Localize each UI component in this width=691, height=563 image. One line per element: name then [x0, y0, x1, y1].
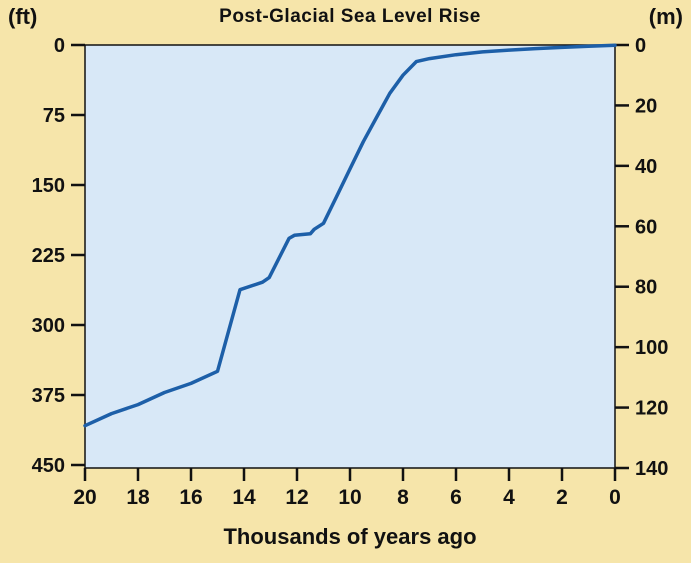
x-tick-label: 12 — [285, 486, 308, 509]
y-right-tick-label: 100 — [635, 337, 668, 359]
y-left-tick-label: 0 — [54, 35, 65, 57]
x-tick-label: 2 — [556, 486, 568, 509]
y-left-tick-label: 375 — [32, 385, 65, 407]
x-tick-label: 14 — [232, 486, 256, 509]
left-axis-unit-label: (ft) — [8, 4, 38, 29]
y-left-tick-label: 300 — [32, 315, 65, 337]
sea-level-line — [83, 43, 617, 428]
x-tick-label: 0 — [609, 486, 621, 509]
x-tick-label: 20 — [73, 486, 96, 509]
plot-area — [84, 44, 616, 469]
y-right-tick-label: 120 — [635, 398, 668, 420]
right-axis-unit-label: (m) — [648, 4, 683, 29]
y-right-tick-label: 0 — [635, 35, 646, 57]
chart-title: Post-Glacial Sea Level Rise — [219, 6, 481, 27]
y-left-tick-label: 150 — [32, 175, 65, 197]
x-tick-label: 10 — [338, 486, 361, 509]
y-right-tick-label: 60 — [635, 216, 657, 238]
x-tick-label: 16 — [179, 486, 202, 509]
x-tick-label: 8 — [397, 486, 409, 509]
x-axis-label: Thousands of years ago — [223, 524, 477, 549]
y-right-tick-label: 140 — [635, 458, 668, 480]
y-right-tick-label: 80 — [635, 277, 657, 299]
x-tick-label: 4 — [503, 486, 515, 509]
y-left-tick-label: 75 — [43, 105, 65, 127]
x-tick-label: 18 — [126, 486, 150, 509]
y-left-tick-label: 450 — [32, 455, 65, 477]
y-left-tick-label: 225 — [32, 245, 65, 267]
x-tick-label: 6 — [450, 486, 462, 509]
y-right-tick-label: 20 — [635, 95, 657, 117]
y-right-tick-label: 40 — [635, 156, 657, 178]
